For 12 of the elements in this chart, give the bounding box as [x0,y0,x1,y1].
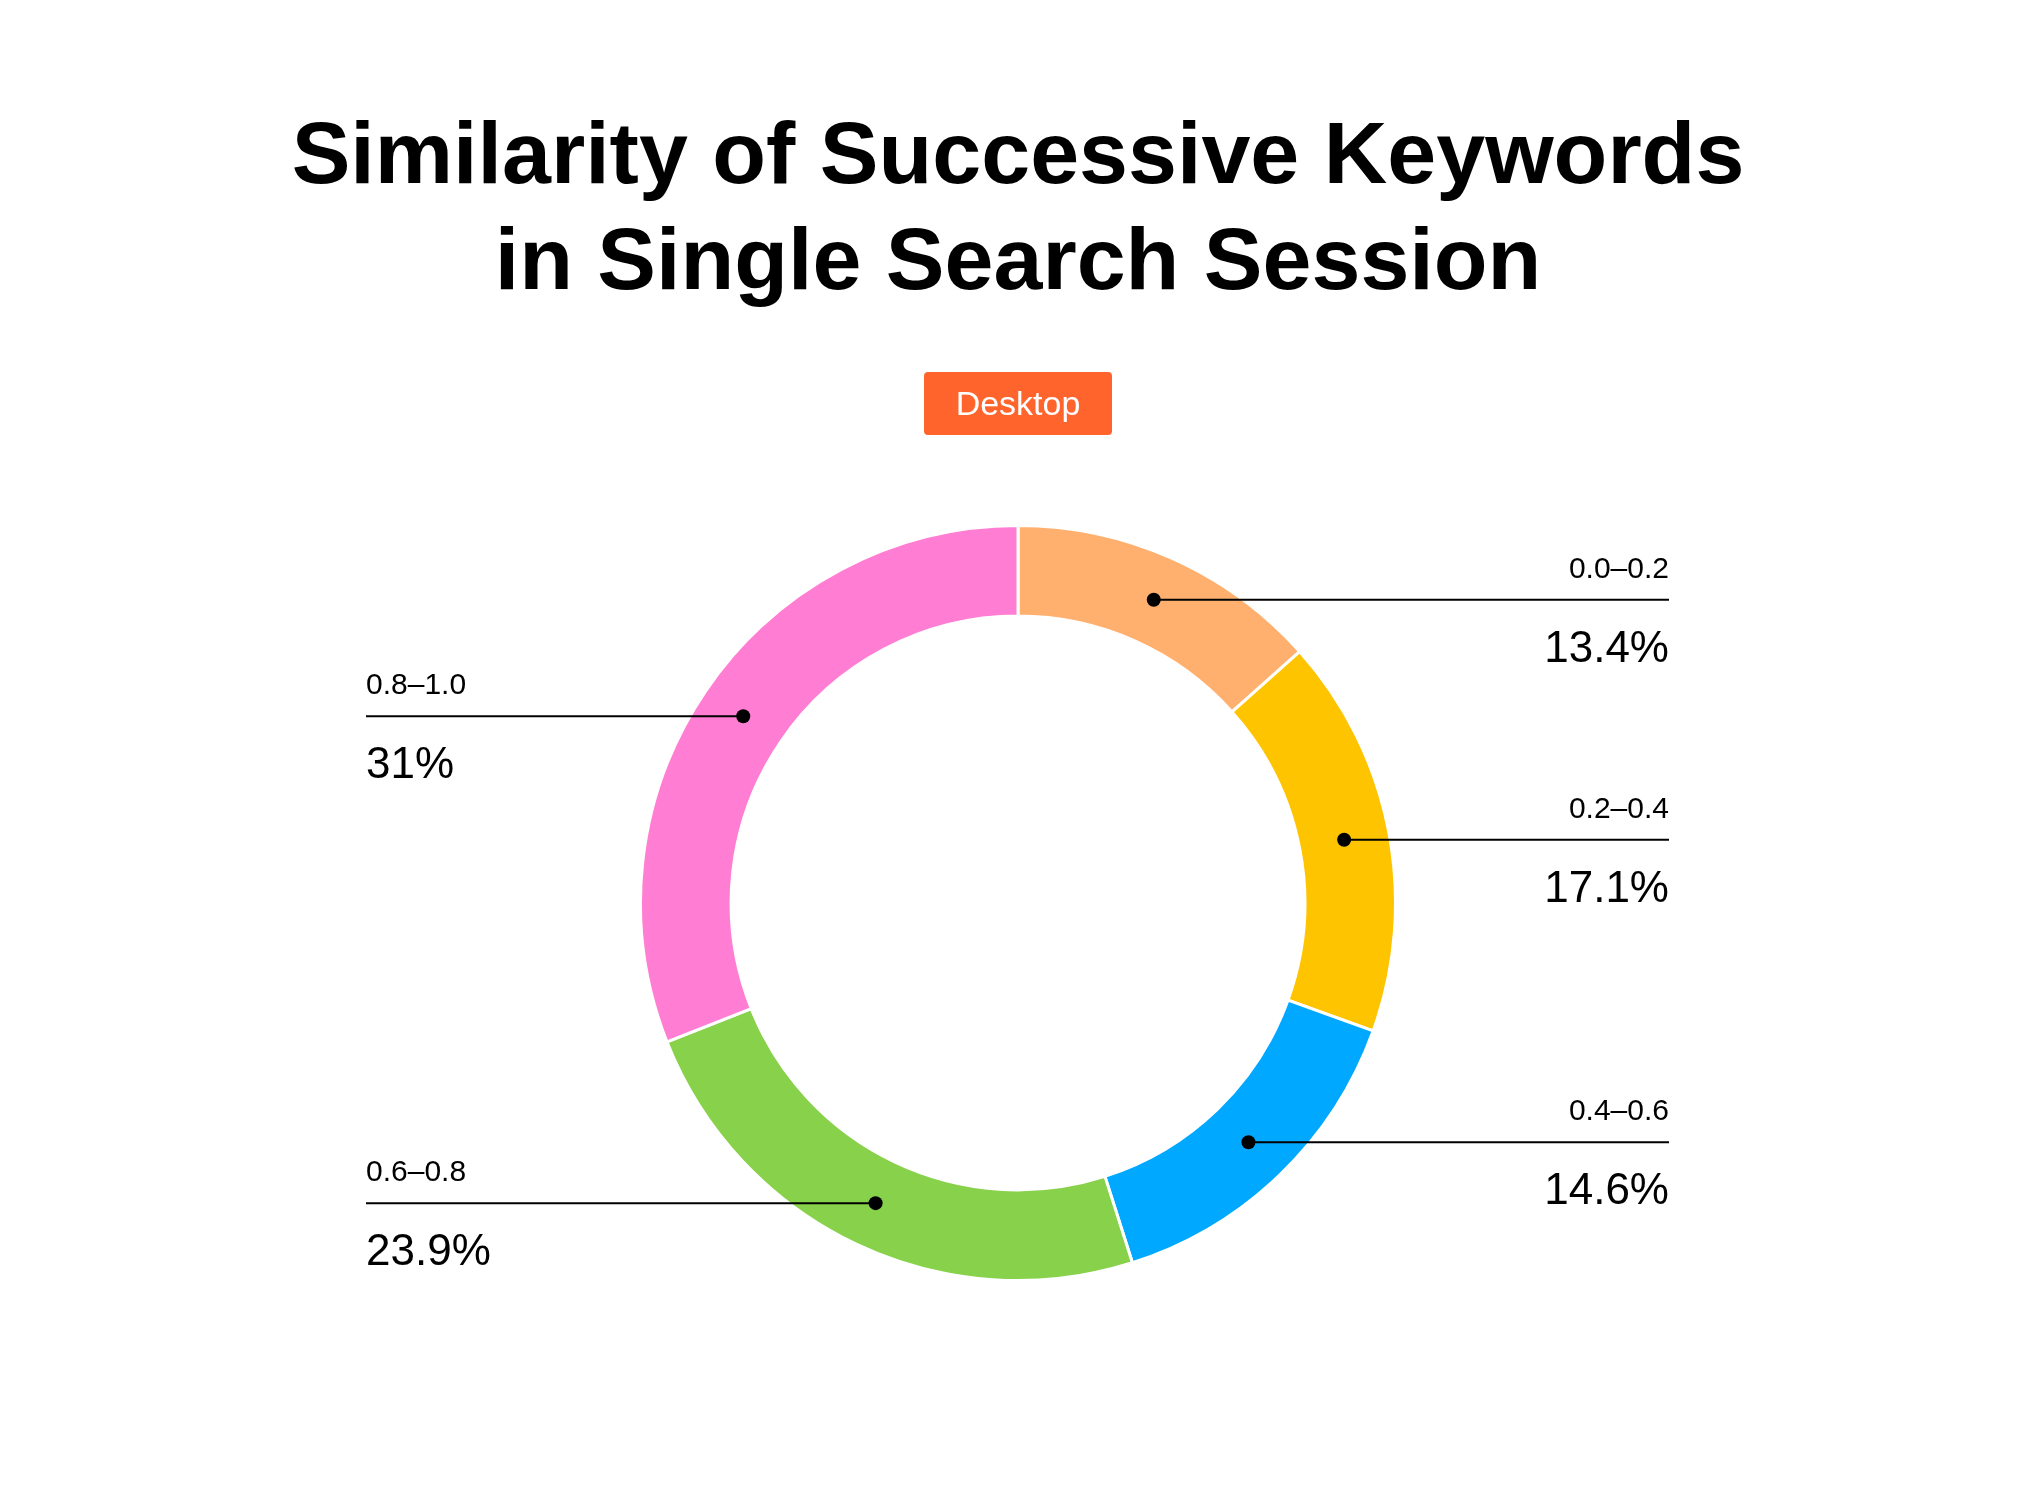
slice-label: 0.4–0.6 [1568,1093,1669,1127]
slice-label: 0.6–0.8 [366,1154,467,1188]
data-label: 23.9% [366,1225,491,1275]
data-label: 31% [366,738,455,788]
slice-label: 0.8–1.0 [366,667,467,701]
chart-title: Similarity of Successive Keywords in Single Search Session [290,102,1746,310]
slice-label: 0.2–0.4 [1568,790,1669,824]
data-label: 14.6% [1544,1164,1669,1214]
data-label: 13.4% [1544,621,1669,671]
slice-label: 0.0–0.2 [1568,550,1669,584]
data-label: 17.1% [1544,861,1669,911]
chart-subtitle: Desktop [923,372,1113,435]
